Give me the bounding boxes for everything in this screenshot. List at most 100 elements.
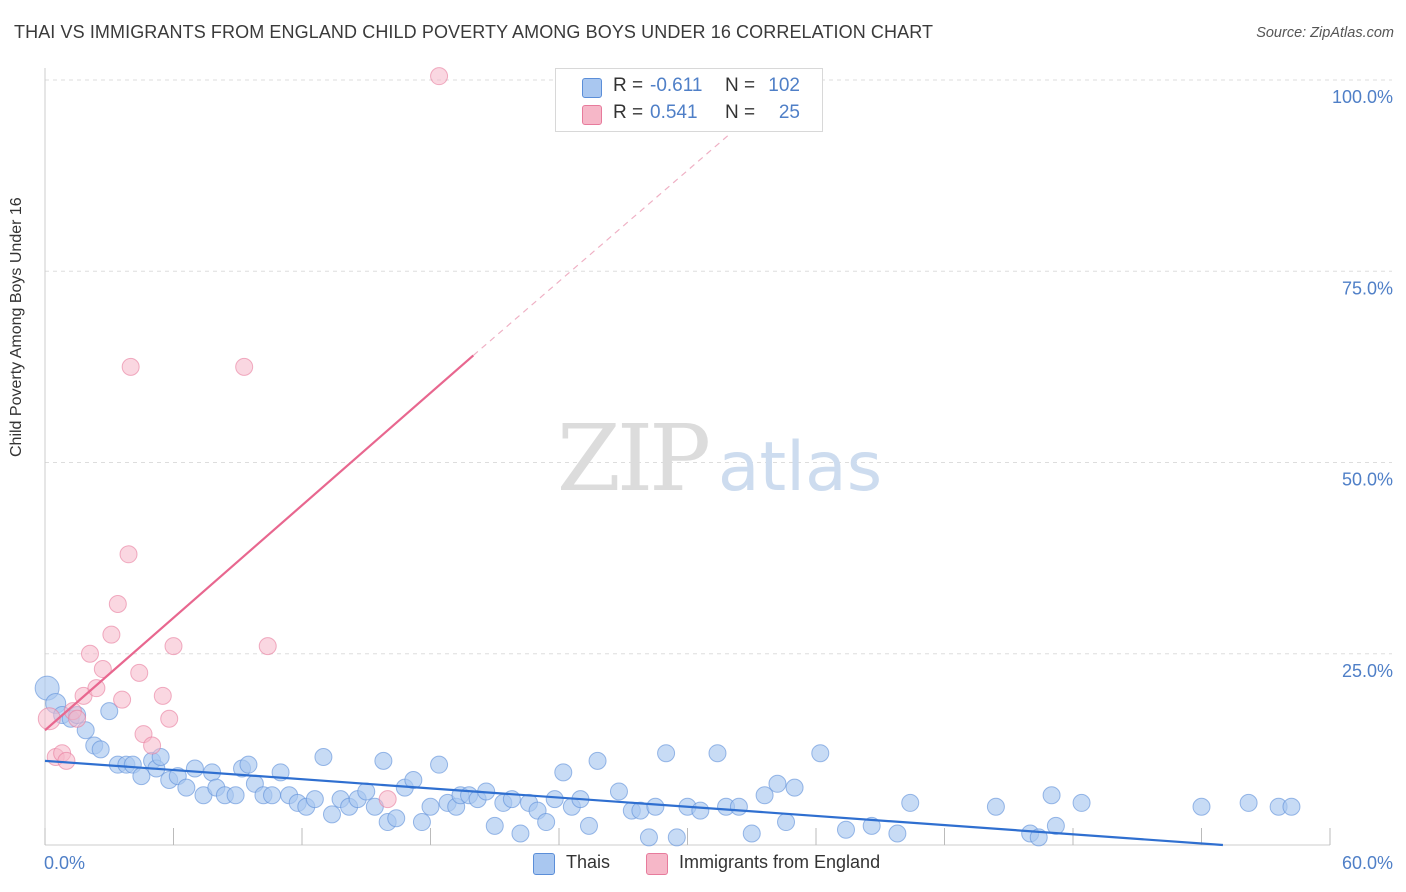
legend: R = -0.611 N = 102 R = 0.541 N = 25 <box>555 68 823 132</box>
data-point <box>691 801 710 820</box>
data-point <box>1072 793 1091 812</box>
y-axis-label: Child Poverty Among Boys Under 16 <box>8 197 25 457</box>
data-point <box>314 748 333 767</box>
data-point <box>646 797 665 816</box>
series-label-england: Immigrants from England <box>679 852 881 872</box>
data-point <box>1042 786 1061 805</box>
legend-r-value: -0.611 <box>650 75 703 96</box>
data-point <box>93 660 112 679</box>
data-point <box>412 813 431 832</box>
data-point <box>404 770 423 789</box>
data-point <box>430 755 449 774</box>
data-point <box>888 824 907 843</box>
data-point <box>511 824 530 843</box>
data-point <box>235 357 254 376</box>
data-point <box>768 774 787 793</box>
data-point <box>836 820 855 839</box>
data-point <box>143 736 162 755</box>
y-tick-label: 50.0% <box>1342 470 1393 490</box>
data-point <box>263 786 282 805</box>
data-point <box>305 790 324 809</box>
data-point <box>87 679 106 698</box>
data-point <box>378 790 397 809</box>
x-tick-label: 60.0% <box>1342 853 1393 873</box>
data-point <box>901 793 920 812</box>
data-point <box>239 755 258 774</box>
y-tick-label: 100.0% <box>1332 87 1393 107</box>
data-point <box>100 702 119 721</box>
data-point <box>579 816 598 835</box>
data-point <box>57 751 76 770</box>
legend-swatch-england <box>582 105 602 125</box>
data-point <box>742 824 761 843</box>
data-point <box>258 637 277 656</box>
trend-line-thais <box>44 759 1223 847</box>
series-england-points <box>37 67 449 809</box>
series-thais-points <box>34 675 1301 847</box>
data-point <box>374 751 393 770</box>
watermark-atlas: atlas <box>718 428 882 507</box>
data-point <box>657 744 676 763</box>
legend-n-value: 102 <box>768 75 800 96</box>
tick-labels: 25.0% 50.0% 75.0% 100.0% 0.0% 60.0% <box>44 87 1393 873</box>
legend-r-label: R = <box>613 102 644 123</box>
legend-n-label: N = <box>725 75 756 96</box>
data-point <box>545 790 564 809</box>
data-point <box>421 797 440 816</box>
series-label-thais: Thais <box>566 852 611 872</box>
data-point <box>862 816 881 835</box>
data-point <box>485 816 504 835</box>
data-point <box>755 786 774 805</box>
data-point <box>639 828 658 847</box>
data-point <box>185 759 204 778</box>
data-point <box>130 663 149 682</box>
legend-r-value: 0.541 <box>650 102 698 123</box>
data-point <box>153 686 172 705</box>
data-point <box>322 805 341 824</box>
watermark: ZIP atlas <box>557 405 882 512</box>
data-point <box>811 744 830 763</box>
data-point <box>226 786 245 805</box>
data-point <box>1282 797 1301 816</box>
data-point <box>113 690 132 709</box>
data-points <box>34 67 1301 847</box>
y-tick-label: 25.0% <box>1342 661 1393 681</box>
data-point <box>729 797 748 816</box>
data-point <box>387 809 406 828</box>
data-point <box>108 595 127 614</box>
series-swatch-thais <box>533 853 555 875</box>
data-point <box>132 767 151 786</box>
series-swatch-england <box>646 853 668 875</box>
data-point <box>177 778 196 797</box>
x-tick-label: 0.0% <box>44 853 85 873</box>
trend-lines <box>44 133 1223 847</box>
data-point <box>121 357 140 376</box>
data-point <box>1192 797 1211 816</box>
legend-n-label: N = <box>725 102 756 123</box>
trend-line-england <box>44 354 475 732</box>
watermark-zip: ZIP <box>557 405 708 512</box>
data-point <box>777 813 796 832</box>
y-tick-label: 75.0% <box>1342 278 1393 298</box>
legend-n-value: 25 <box>778 102 800 123</box>
data-point <box>1239 793 1258 812</box>
data-point <box>102 625 121 644</box>
data-point <box>667 828 686 847</box>
data-point <box>554 763 573 782</box>
data-point <box>609 782 628 801</box>
data-point <box>986 797 1005 816</box>
data-point <box>785 778 804 797</box>
data-point <box>708 744 727 763</box>
data-point <box>430 67 449 86</box>
chart-title: THAI VS IMMIGRANTS FROM ENGLAND CHILD PO… <box>14 22 934 42</box>
data-point <box>357 782 376 801</box>
source-label: Source: ZipAtlas.com <box>1256 25 1394 41</box>
data-point <box>588 751 607 770</box>
data-point <box>80 644 99 663</box>
data-point <box>537 813 556 832</box>
data-point <box>91 740 110 759</box>
trend-line-england-extension <box>472 133 731 356</box>
data-point <box>1046 816 1065 835</box>
legend-r-label: R = <box>613 75 644 96</box>
